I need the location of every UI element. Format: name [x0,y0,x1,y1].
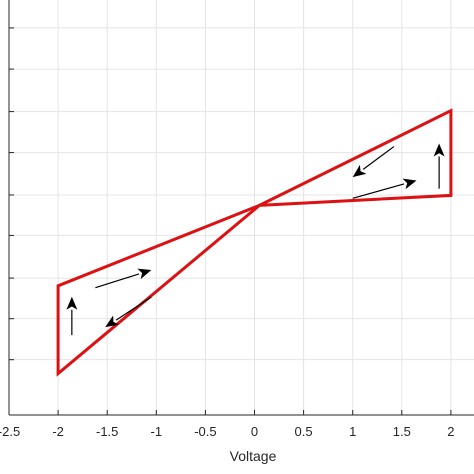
arrow-head-5 [66,296,78,310]
x-tick-label-4: -0.5 [194,424,216,439]
arrow-shaft-3 [95,273,140,289]
arrow-shaft-4 [115,296,152,321]
series-group [56,108,453,377]
arrow-head-4 [105,315,120,328]
arrow-head-2 [433,143,445,157]
x-tick-label-5: 0 [251,424,258,439]
arrow-head-0 [402,178,417,190]
x-tick-label-9: 2 [447,424,454,439]
x-tick-label-8: 1.5 [393,424,411,439]
x-tick-labels: -2.5 -2 -1.5 -1 -0.5 0 0.5 1 1.5 2 [0,424,455,439]
x-tick-label-6: 0.5 [295,424,313,439]
arrow-head-3 [137,268,152,280]
x-axis-label: Voltage [230,448,277,464]
series-line-0 [56,108,453,377]
x-tick-label-0: -2.5 [0,424,20,439]
x-tick-label-1: -2 [52,424,64,439]
arrow-head-1 [352,164,367,178]
ticks [8,27,452,416]
grid [9,0,474,415]
arrow-shaft-0 [352,183,405,199]
arrow-group [66,143,445,336]
x-tick-label-3: -1 [151,424,163,439]
x-tick-label-7: 1 [349,424,356,439]
plot-area [9,0,474,415]
arrow-shaft-1 [362,146,395,170]
x-tick-label-2: -1.5 [96,424,118,439]
